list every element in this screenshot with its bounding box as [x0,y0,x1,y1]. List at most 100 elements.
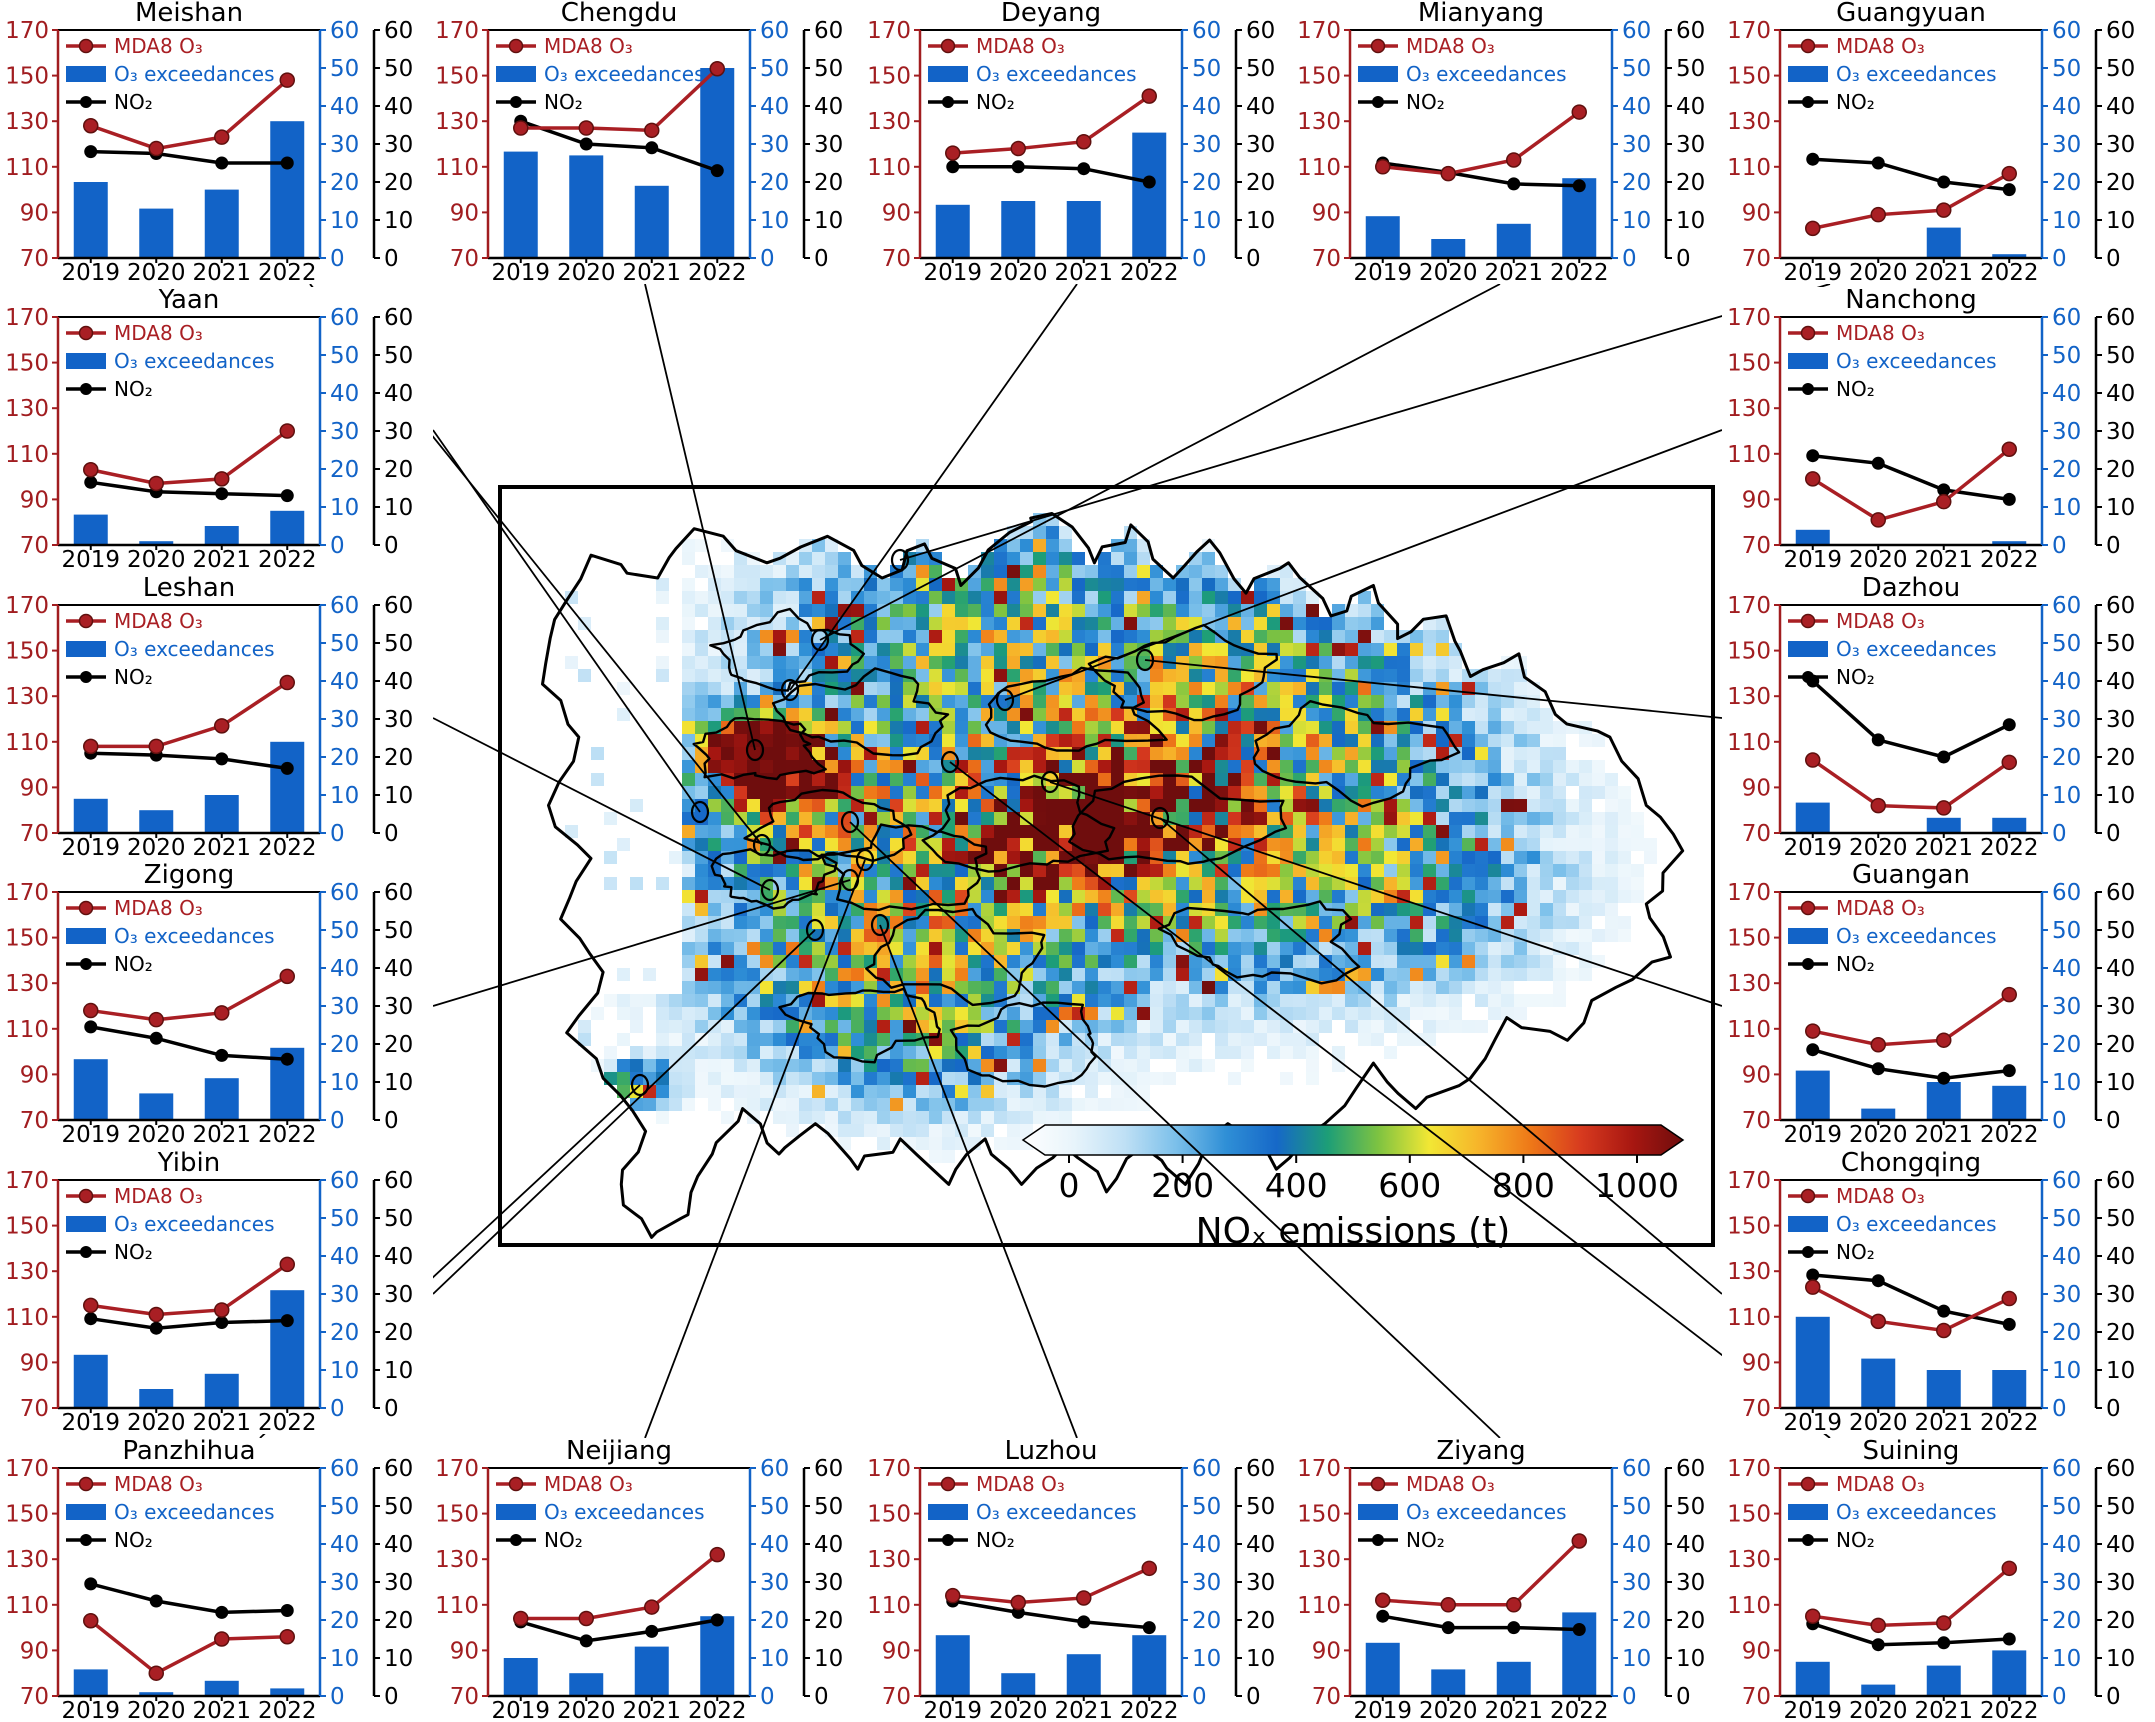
svg-text:0: 0 [330,1108,345,1134]
svg-text:2019: 2019 [491,260,550,284]
svg-text:2021: 2021 [1484,1698,1543,1722]
svg-text:90: 90 [1312,200,1341,226]
svg-text:2022: 2022 [1980,1698,2039,1722]
right-axis-no2: 0 10 20 30 40 50 60 [372,593,413,847]
panel-title: Deyang [1001,0,1101,28]
svg-text:40: 40 [1622,94,1651,120]
svg-text:10: 10 [1246,1646,1275,1672]
svg-text:2022: 2022 [688,1698,747,1722]
svg-text:2021: 2021 [1914,835,1973,859]
svg-text:40: 40 [330,94,359,120]
right-axis-exceedances: 0 10 20 30 40 50 60 [320,880,359,1134]
svg-text:10: 10 [1676,208,1705,234]
svg-text:2020: 2020 [1849,1122,1908,1146]
svg-text:2022: 2022 [258,1410,317,1434]
panel-title: Chongqing [1841,1150,1981,1178]
svg-text:2021: 2021 [1914,260,1973,284]
svg-text:130: 130 [435,1547,479,1573]
svg-text:20: 20 [330,745,359,771]
legend: MDA8 O₃ O₃ exceedances NO₂ [928,1472,1137,1552]
svg-text:60: 60 [2052,1168,2081,1194]
svg-text:10: 10 [2106,1070,2135,1096]
colorbar-label: NOₓ emissions (t) [1196,1211,1511,1252]
svg-text:110: 110 [5,1017,49,1043]
svg-text:0: 0 [330,1684,345,1710]
svg-text:40: 40 [1622,1532,1651,1558]
svg-text:40: 40 [384,1532,413,1558]
legend: MDA8 O₃ O₃ exceedances NO₂ [1788,1472,1997,1552]
svg-text:110: 110 [1727,1593,1771,1619]
svg-text:60: 60 [1192,1456,1221,1482]
panel-mianyang: Mianyang 70 90 110 130 150 170 0 10 20 30 40 50 60 0 10… [1292,0,1725,284]
svg-text:0: 0 [2052,246,2067,272]
svg-text:MDA8 O₃: MDA8 O₃ [114,609,203,633]
svg-text:50: 50 [330,1494,359,1520]
o3-exceedance-bars [1795,802,2027,833]
svg-text:20: 20 [1676,1608,1705,1634]
svg-text:60: 60 [384,1456,413,1482]
svg-text:60: 60 [330,305,359,331]
svg-text:NO₂: NO₂ [1836,1240,1875,1264]
svg-text:40: 40 [2052,1244,2081,1270]
chart-yibin: Yibin 70 90 110 130 150 170 0 10 20 30 40 50 60 0 10 20 3… [5,1150,413,1434]
svg-text:40: 40 [384,669,413,695]
legend: MDA8 O₃ O₃ exceedances NO₂ [1788,321,1997,401]
left-axis-mda8-o3: 70 90 110 130 150 170 [5,305,58,559]
svg-text:10: 10 [2052,1646,2081,1672]
svg-text:30: 30 [814,1570,843,1596]
svg-text:170: 170 [1727,305,1771,331]
svg-text:2020: 2020 [989,1698,1048,1722]
chart-dazhou: Dazhou 70 90 110 130 150 170 0 10 20 30 40 50 60 0 10 20… [1727,575,2135,859]
svg-text:20: 20 [330,1032,359,1058]
svg-text:20: 20 [2052,1608,2081,1634]
svg-text:30: 30 [2052,419,2081,445]
mda8-o3-line [1375,104,1587,182]
svg-text:10: 10 [330,783,359,809]
svg-text:30: 30 [330,132,359,158]
svg-text:NO₂: NO₂ [1406,90,1445,114]
svg-text:2022: 2022 [1980,1122,2039,1146]
svg-text:2021: 2021 [1484,260,1543,284]
svg-text:10: 10 [2106,783,2135,809]
svg-text:70: 70 [1742,533,1771,559]
right-axis-no2: 0 10 20 30 40 50 60 [2094,593,2135,847]
svg-text:30: 30 [1676,1570,1705,1596]
svg-text:10: 10 [2052,1070,2081,1096]
svg-text:2019: 2019 [1783,547,1842,571]
svg-text:MDA8 O₃: MDA8 O₃ [114,34,203,58]
chart-panzhihua: Panzhihua7090110130150170010203040506001… [5,1438,413,1722]
legend: MDA8 O₃ O₃ exceedances NO₂ [496,1472,705,1552]
mda8-o3-line [1805,1279,2017,1339]
svg-text:20: 20 [2106,1608,2135,1634]
svg-text:50: 50 [384,343,413,369]
svg-text:170: 170 [1727,18,1771,44]
svg-text:30: 30 [384,419,413,445]
panel-title: Neijiang [566,1438,672,1466]
svg-text:110: 110 [1727,155,1771,181]
x-axis-years: 2019 2020 2021 2022 [1783,1120,2039,1146]
svg-text:30: 30 [1622,132,1651,158]
svg-text:O₃ exceedances: O₃ exceedances [114,349,275,373]
svg-text:2020: 2020 [127,1410,186,1434]
svg-text:90: 90 [450,200,479,226]
svg-text:50: 50 [760,1494,789,1520]
svg-text:10: 10 [384,783,413,809]
svg-text:50: 50 [1676,56,1705,82]
svg-text:110: 110 [1297,1593,1341,1619]
svg-text:2022: 2022 [688,260,747,284]
mda8-o3-line [83,674,295,755]
svg-text:170: 170 [867,1456,911,1482]
svg-text:110: 110 [1297,155,1341,181]
svg-text:170: 170 [5,305,49,331]
svg-text:2019: 2019 [1783,1410,1842,1434]
svg-text:30: 30 [384,1282,413,1308]
svg-text:20: 20 [2106,1320,2135,1346]
svg-text:110: 110 [435,1593,479,1619]
panel-leshan: Leshan 70 90 110 130 150 170 0 10 20 30 40 50 60 0 10 20… [0,575,433,859]
legend: MDA8 O₃ O₃ exceedances NO₂ [66,1472,275,1552]
svg-text:MDA8 O₃: MDA8 O₃ [544,1472,633,1496]
mda8-o3-line [83,72,295,157]
svg-text:30: 30 [1246,132,1275,158]
svg-text:30: 30 [1192,1570,1221,1596]
svg-text:2019: 2019 [1353,1698,1412,1722]
